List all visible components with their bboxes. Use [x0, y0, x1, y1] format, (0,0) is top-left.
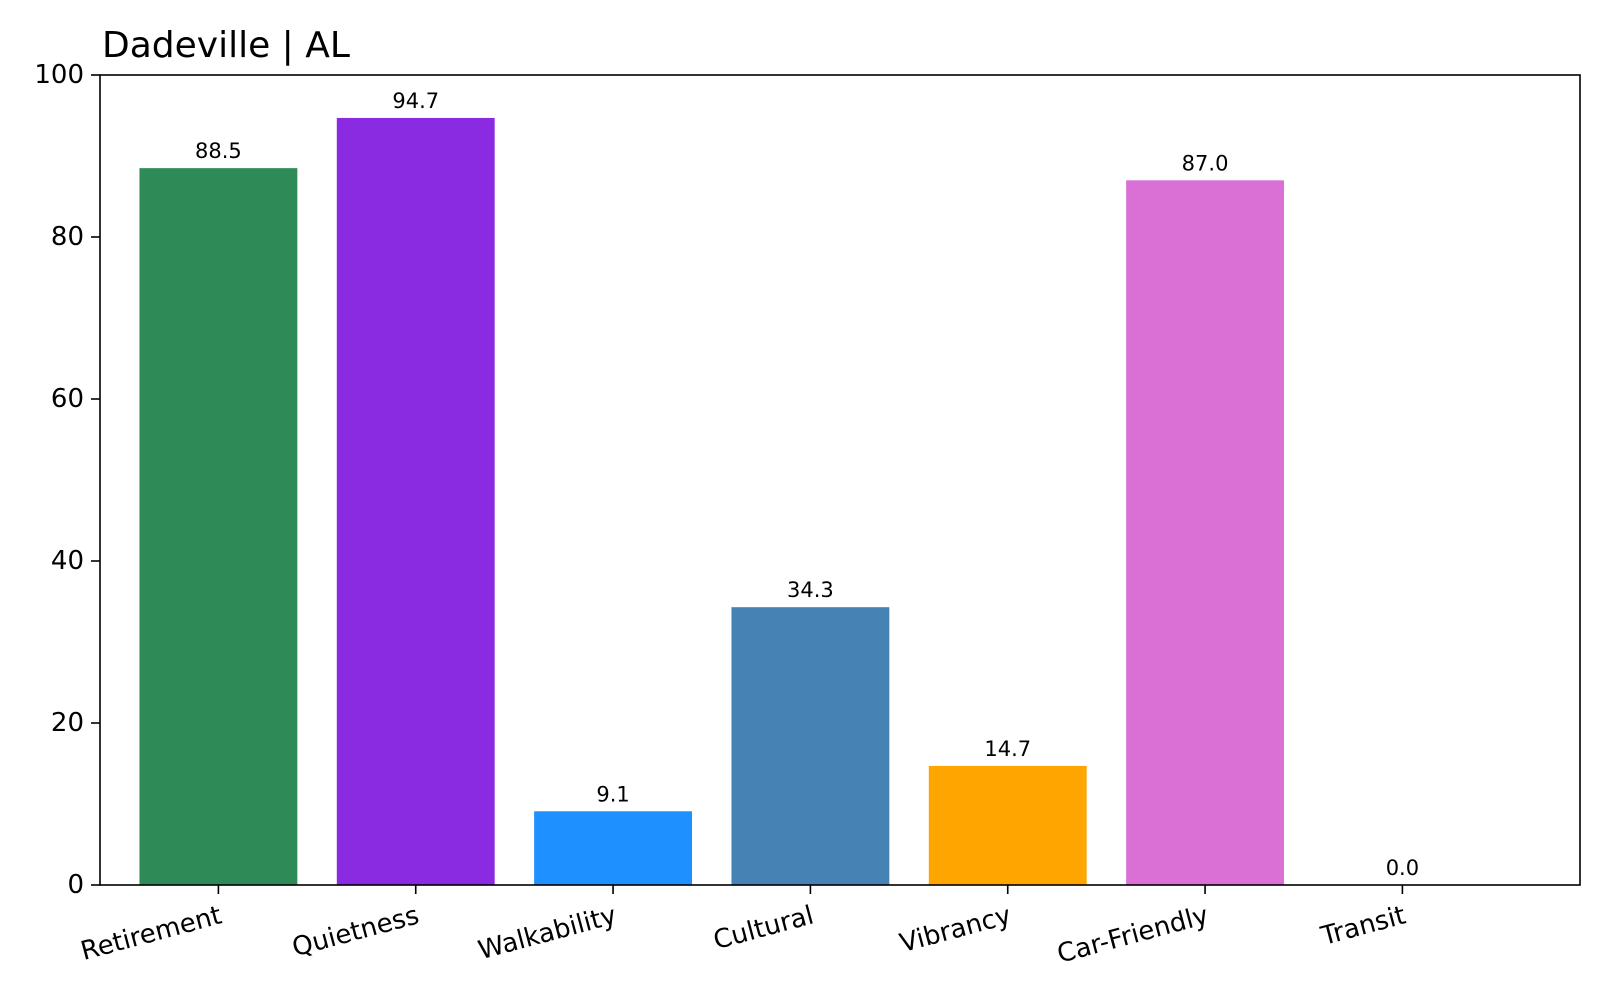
bar-value-label-retirement: 88.5 — [195, 139, 242, 163]
bar-value-label-walkability: 9.1 — [596, 782, 629, 806]
x-tick-label-retirement: Retirement — [78, 901, 225, 967]
y-tick-label-20: 20 — [51, 708, 84, 738]
x-tick-label-cultural: Cultural — [710, 901, 817, 956]
bar-retirement — [139, 168, 298, 885]
y-tick-label-40: 40 — [51, 546, 84, 576]
y-axis: 0 20 40 60 80 100 — [34, 60, 100, 900]
bar-value-label-transit: 0.0 — [1386, 856, 1419, 880]
bar-cultural — [731, 607, 890, 885]
bar-car-friendly — [1126, 180, 1284, 886]
bar-quietness — [336, 117, 495, 886]
y-tick-label-0: 0 — [67, 870, 84, 900]
plot-frame — [99, 74, 1581, 886]
chart-title: Dadeville | AL — [102, 25, 350, 66]
bars-group — [139, 117, 1284, 886]
x-tick-label-quietness: Quietness — [289, 901, 422, 964]
bar-value-label-car-friendly: 87.0 — [1182, 151, 1229, 175]
bar-vibrancy — [928, 765, 1087, 885]
x-tick-label-car-friendly: Car-Friendly — [1054, 901, 1212, 970]
bar-value-label-cultural: 34.3 — [787, 578, 834, 602]
bar-value-label-quietness: 94.7 — [392, 89, 439, 113]
bar-value-labels: 88.5 94.7 9.1 34.3 14.7 87.0 0.0 — [195, 89, 1419, 880]
y-tick-label-60: 60 — [51, 384, 84, 414]
x-tick-label-walkability: Walkability — [475, 901, 619, 967]
y-tick-label-80: 80 — [51, 222, 84, 252]
x-axis: Retirement Quietness Walkability Cultural Vi… — [78, 885, 1409, 970]
x-tick-label-vibrancy: Vibrancy — [897, 901, 1015, 959]
x-tick-label-transit: Transit — [1317, 901, 1409, 953]
y-tick-label-100: 100 — [34, 60, 84, 90]
bar-value-label-vibrancy: 14.7 — [984, 737, 1031, 761]
bar-walkability — [534, 811, 692, 885]
